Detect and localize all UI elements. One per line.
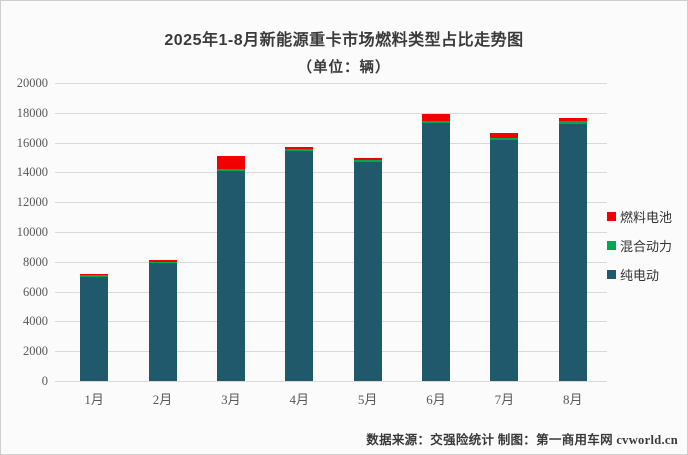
x-tick-label: 2月 xyxy=(152,392,173,407)
bar-segment-燃料电池 xyxy=(422,114,451,122)
x-tick-label: 8月 xyxy=(563,392,583,407)
bar-segment-混合动力 xyxy=(148,261,177,263)
bar-segment-纯电动 xyxy=(285,150,314,381)
legend: 燃料电池混合动力纯电动 xyxy=(607,207,685,294)
y-tick-label: 10000 xyxy=(16,225,48,239)
bar-group-2月 xyxy=(148,83,177,381)
gridline xyxy=(55,351,607,353)
plot-area xyxy=(55,83,607,382)
bar-segment-混合动力 xyxy=(422,121,451,123)
y-tick-label: 2000 xyxy=(23,344,48,359)
x-tick-label: 4月 xyxy=(289,392,310,407)
bar-segment-混合动力 xyxy=(80,275,109,277)
bar-group-5月 xyxy=(353,83,382,381)
bar-group-1月 xyxy=(80,83,109,381)
legend-swatch-icon xyxy=(607,270,616,279)
gridline xyxy=(55,142,607,144)
footer-credit: 数据来源：交强险统计 制图：第一商用车网 cvworld.cn xyxy=(366,433,678,447)
gridline xyxy=(55,112,607,114)
bar-segment-纯电动 xyxy=(80,276,109,381)
legend-swatch-icon xyxy=(607,241,616,250)
legend-item: 燃料电池 xyxy=(607,207,685,226)
bar-segment-纯电动 xyxy=(148,263,177,381)
y-tick-label: 6000 xyxy=(23,284,48,299)
legend-item: 混合动力 xyxy=(607,236,685,255)
bar-segment-纯电动 xyxy=(422,122,451,381)
gridline xyxy=(55,261,607,263)
legend-label: 纯电动 xyxy=(620,268,660,283)
bar-segment-燃料电池 xyxy=(148,259,177,262)
legend-swatch-icon xyxy=(607,212,616,221)
chart-title: 2025年1-8月新能源重卡市场燃料类型占比走势图 xyxy=(164,32,524,49)
bar-segment-燃料电池 xyxy=(353,157,382,160)
bar-segment-混合动力 xyxy=(558,121,587,124)
y-tick-label: 0 xyxy=(41,374,48,388)
bar-group-8月 xyxy=(558,83,587,381)
y-tick-label: 14000 xyxy=(16,165,48,180)
gridline xyxy=(55,232,607,233)
y-tick-label: 20000 xyxy=(16,76,48,90)
bar-group-4月 xyxy=(285,83,314,381)
bar-segment-混合动力 xyxy=(490,137,519,141)
bar-segment-燃料电池 xyxy=(490,133,519,138)
x-tick-label: 1月 xyxy=(84,392,104,407)
bar-group-7月 xyxy=(490,83,519,381)
x-tick-label: 5月 xyxy=(357,392,378,407)
bar-segment-纯电动 xyxy=(558,123,587,381)
legend-label: 燃料电池 xyxy=(620,210,673,225)
gridline xyxy=(55,202,607,204)
legend-label: 混合动力 xyxy=(620,239,673,254)
bar-segment-燃料电池 xyxy=(216,156,245,169)
bar-segment-燃料电池 xyxy=(80,274,109,276)
title-block: 2025年1-8月新能源重卡市场燃料类型占比走势图 （单位：辆） xyxy=(0,26,688,77)
x-tick-label: 7月 xyxy=(494,392,515,407)
y-tick-label: 16000 xyxy=(16,135,48,150)
y-axis: 0 2000 4000 6000 8000 10000 12000 14000 16000 180… xyxy=(0,0,50,455)
y-tick-label: 18000 xyxy=(16,105,48,120)
bar-segment-混合动力 xyxy=(353,159,382,162)
x-axis: 1月 2月 3月 4月 5月 6月 7月 8月 xyxy=(60,389,607,408)
bar-segment-燃料电池 xyxy=(285,146,314,149)
x-tick-label: 6月 xyxy=(426,392,446,407)
y-tick-label: 4000 xyxy=(23,314,48,329)
bars-row xyxy=(60,83,607,381)
gridline xyxy=(55,291,607,293)
y-tick-label: 8000 xyxy=(23,254,48,269)
gridline xyxy=(55,321,607,323)
bar-segment-混合动力 xyxy=(285,148,314,151)
bar-group-3月 xyxy=(216,83,245,381)
legend-item: 纯电动 xyxy=(607,265,685,284)
chart-subtitle: （单位：辆） xyxy=(297,60,391,76)
bar-segment-纯电动 xyxy=(490,140,519,381)
gridline xyxy=(55,83,607,84)
gridline xyxy=(55,172,607,174)
bar-segment-混合动力 xyxy=(216,169,245,171)
bar-group-6月 xyxy=(422,83,451,381)
y-tick-label: 12000 xyxy=(16,195,48,210)
bar-segment-纯电动 xyxy=(216,170,245,381)
gridline xyxy=(55,381,607,382)
x-tick-label: 3月 xyxy=(221,392,241,407)
bar-segment-纯电动 xyxy=(353,161,382,381)
bar-segment-燃料电池 xyxy=(558,118,587,122)
